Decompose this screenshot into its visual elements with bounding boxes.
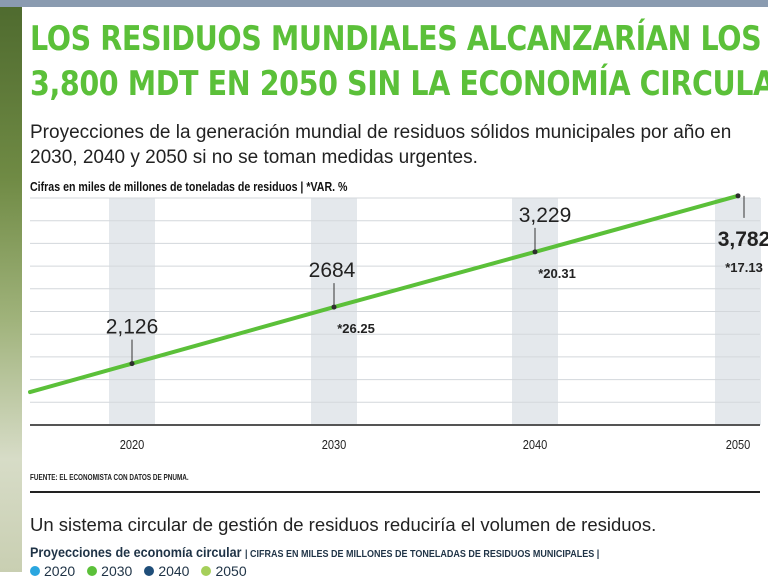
x-axis: 2020 2030 2040 2050	[30, 424, 760, 452]
subtitle: Proyecciones de la generación mundial de…	[30, 122, 732, 168]
source-note: FUENTE: EL ECONOMISTA CON DATOS DE PNUMA…	[30, 472, 189, 482]
value-label-2020: 2,126	[106, 316, 159, 339]
legend-swatch	[201, 566, 212, 576]
x-tick-label-2050: 2050	[726, 437, 751, 452]
bottom-subtitle-bold: Proyecciones de economía circular	[30, 544, 242, 560]
var-label-2050: *17.13	[725, 260, 763, 275]
legend-swatch	[30, 566, 40, 576]
data-point-2050	[735, 193, 741, 199]
x-tick-label-2040: 2040	[523, 437, 548, 452]
headline-line-1: LOS RESIDUOS MUNDIALES ALCANZARÍAN LOS	[30, 19, 762, 59]
legend-item-2040: 2040	[144, 563, 189, 579]
legend-item-2030: 2030	[87, 563, 132, 579]
top-band	[0, 0, 768, 7]
bottom-subtitle: Proyecciones de economía circular | CIFR…	[30, 544, 599, 560]
legend-item-2050: 2050	[201, 563, 247, 579]
headline: LOS RESIDUOS MUNDIALES ALCANZARÍAN LOS 3…	[30, 17, 768, 107]
legend-label: 2040	[158, 563, 190, 579]
data-labels: 2,126 2684 *26.25 3,229 *20.31 3,782 *17.13	[106, 195, 768, 364]
legend-item-2020: 2020	[30, 563, 75, 579]
value-label-2040: 3,229	[519, 204, 572, 227]
var-label-2030: *26.25	[337, 321, 375, 336]
infographic-card: LOS RESIDUOS MUNDIALES ALCANZARÍAN LOS 3…	[22, 7, 768, 579]
units-label: Cifras en miles de millones de toneladas…	[30, 180, 348, 194]
value-label-2050: 3,782	[718, 228, 768, 251]
x-tick-label-2020: 2020	[120, 437, 145, 452]
legend: 2020 2030 2040 2050	[30, 563, 259, 579]
side-photo-strip	[0, 7, 22, 572]
legend-label: 2050	[215, 563, 247, 579]
legend-swatch	[144, 566, 155, 576]
bottom-subtitle-small: | CIFRAS EN MILES DE MILLONES DE TONELAD…	[245, 549, 600, 560]
legend-label: 2030	[101, 563, 133, 579]
headline-line-2: 3,800 MDT EN 2050 SIN LA ECONOMÍA CIRCUL…	[30, 64, 768, 104]
divider	[30, 491, 760, 493]
bottom-statement: Un sistema circular de gestión de residu…	[30, 514, 657, 535]
legend-swatch	[87, 566, 98, 576]
var-label-2040: *20.31	[538, 266, 576, 281]
legend-label: 2020	[44, 563, 76, 579]
x-tick-label-2030: 2030	[322, 437, 347, 452]
value-label-2030: 2684	[309, 259, 356, 282]
line-chart: 2020 2030 2040 2050 2,126 2684 *26.25 3,229 *20…	[28, 193, 768, 452]
